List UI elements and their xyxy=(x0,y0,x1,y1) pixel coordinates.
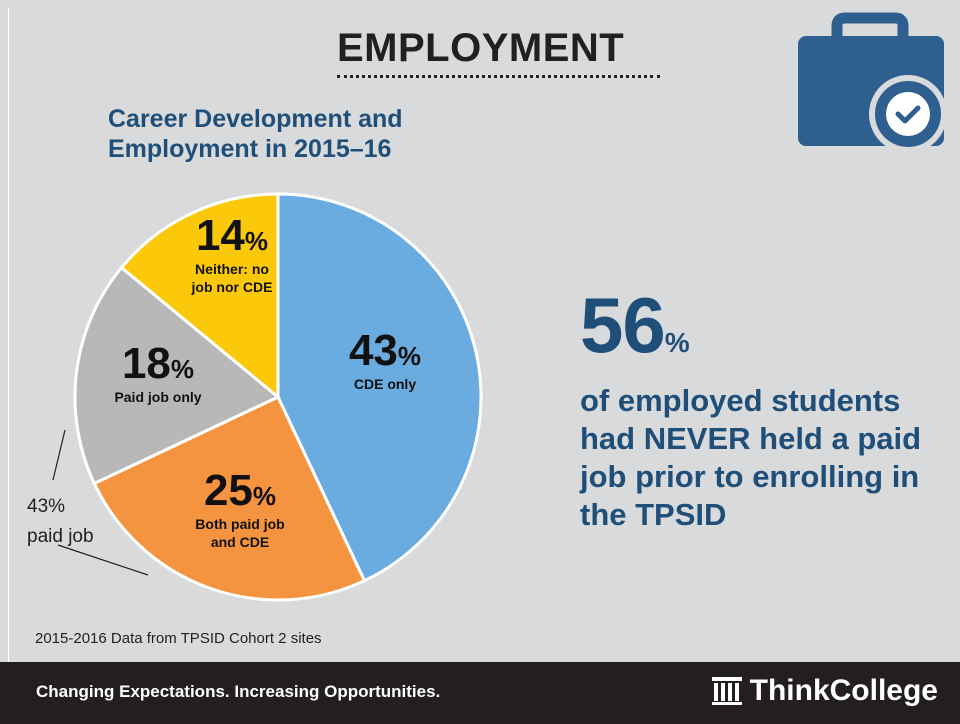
pie-slice-4 xyxy=(119,192,280,401)
highlight-text: of employed students had NEVER held a pa… xyxy=(580,383,922,532)
slice-category-label-4-2: job nor CDE xyxy=(191,279,273,295)
briefcase-check-icon xyxy=(798,12,947,153)
highlight-stat: 56% xyxy=(580,280,690,371)
slice-category-label-2-1: Both paid job xyxy=(195,516,284,532)
page-title: EMPLOYMENT xyxy=(337,26,625,70)
chart-title: Career Development and Employment in 201… xyxy=(108,104,488,164)
annotation-bracket-line-2 xyxy=(57,544,149,576)
annotation-line-1: 43% xyxy=(27,496,66,517)
title-underline xyxy=(337,75,660,78)
slice-category-label-2-2: and CDE xyxy=(211,534,269,550)
slice-value-label-2: 25% xyxy=(204,466,276,515)
data-source: 2015-2016 Data from TPSID Cohort 2 sites xyxy=(35,630,322,647)
paid-job-annotation: 43% paid job xyxy=(27,492,94,552)
highlight-number: 56 xyxy=(580,281,666,369)
annotation-line-2: paid job xyxy=(27,526,94,547)
chart-title-line-1: Career Development and xyxy=(108,105,403,133)
pie-slice-2 xyxy=(92,395,367,602)
slice-value-label-3: 18% xyxy=(122,339,194,388)
slice-category-label-3-1: Paid job only xyxy=(114,389,201,405)
pie-slice-3 xyxy=(73,265,281,486)
brand-logo: ThinkCollege xyxy=(711,674,938,708)
slice-value-label-1: 43% xyxy=(349,326,421,375)
highlight-unit: % xyxy=(664,327,690,358)
pie-slice-1 xyxy=(276,192,483,583)
slice-category-label-1-1: CDE only xyxy=(354,376,416,392)
slice-category-label-4-1: Neither: no xyxy=(195,261,269,277)
slice-value-label-4: 14% xyxy=(196,211,268,260)
annotation-bracket-line-1 xyxy=(52,429,66,481)
building-columns-icon xyxy=(711,677,742,705)
footer-tagline: Changing Expectations. Increasing Opport… xyxy=(36,682,441,701)
brand-name: ThinkCollege xyxy=(749,674,938,707)
chart-title-line-2: Employment in 2015–16 xyxy=(108,135,392,163)
footer-bar: Changing Expectations. Increasing Opport… xyxy=(0,662,960,724)
